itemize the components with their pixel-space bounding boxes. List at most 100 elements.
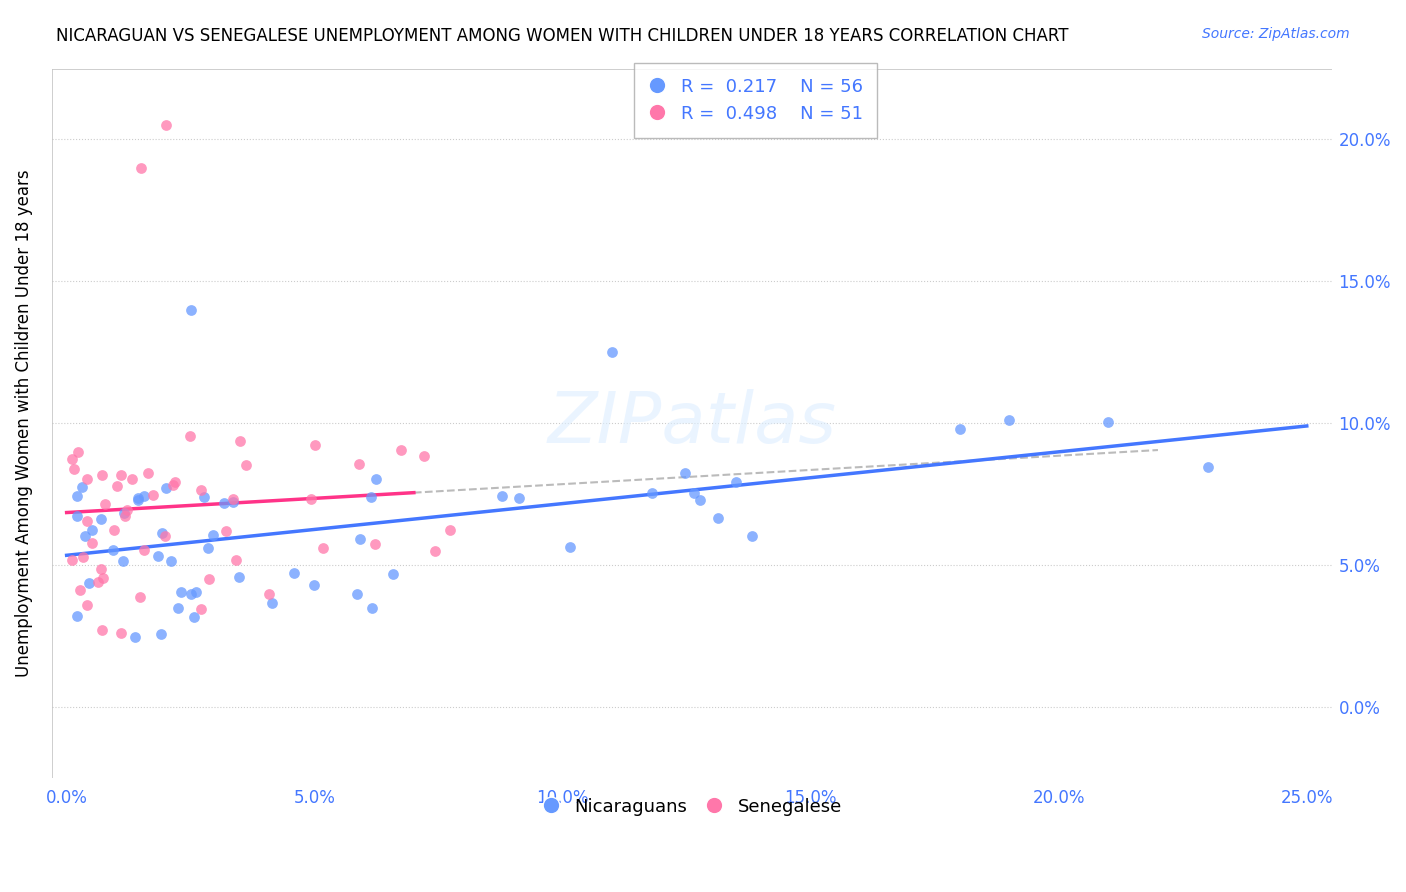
Point	[998, 412, 1021, 426]
Point	[346, 587, 368, 601]
Point	[180, 302, 202, 317]
Point	[222, 494, 245, 508]
Point	[142, 488, 165, 502]
Point	[312, 541, 335, 556]
Point	[80, 523, 103, 537]
Point	[129, 161, 152, 175]
Point	[149, 627, 172, 641]
Point	[80, 535, 103, 549]
Point	[134, 489, 156, 503]
Point	[225, 552, 247, 566]
Point	[155, 529, 177, 543]
Point	[683, 485, 706, 500]
Point	[283, 566, 305, 581]
Point	[170, 585, 193, 599]
Point	[91, 623, 114, 637]
Point	[76, 472, 98, 486]
Point	[76, 598, 98, 612]
Point	[94, 497, 117, 511]
Y-axis label: Unemployment Among Women with Children Under 18 years: Unemployment Among Women with Children U…	[15, 169, 32, 677]
Point	[70, 480, 93, 494]
Point	[115, 502, 138, 516]
Point	[146, 549, 169, 563]
Point	[193, 491, 215, 505]
Point	[948, 422, 970, 436]
Point	[349, 532, 371, 546]
Point	[184, 585, 207, 599]
Point	[190, 483, 212, 497]
Point	[257, 587, 280, 601]
Point	[87, 574, 110, 589]
Point	[221, 492, 243, 507]
Point	[90, 562, 112, 576]
Point	[167, 601, 190, 615]
Point	[689, 493, 711, 508]
Point	[150, 526, 173, 541]
Point	[439, 523, 461, 537]
Point	[197, 541, 219, 555]
Point	[229, 434, 252, 448]
Point	[127, 493, 149, 508]
Point	[235, 458, 257, 473]
Point	[228, 570, 250, 584]
Point	[65, 508, 87, 523]
Point	[641, 485, 664, 500]
Point	[103, 524, 125, 538]
Point	[160, 554, 183, 568]
Point	[190, 602, 212, 616]
Point	[73, 529, 96, 543]
Point	[363, 537, 385, 551]
Point	[600, 345, 623, 359]
Point	[77, 576, 100, 591]
Point	[163, 475, 186, 489]
Point	[508, 491, 530, 506]
Point	[347, 457, 370, 471]
Point	[183, 610, 205, 624]
Point	[76, 514, 98, 528]
Point	[162, 477, 184, 491]
Point	[364, 472, 387, 486]
Point	[132, 542, 155, 557]
Text: Source: ZipAtlas.com: Source: ZipAtlas.com	[1202, 27, 1350, 41]
Point	[69, 582, 91, 597]
Point	[558, 540, 581, 554]
Point	[90, 511, 112, 525]
Point	[114, 506, 136, 520]
Point	[114, 508, 136, 523]
Point	[304, 437, 326, 451]
Point	[180, 587, 202, 601]
Point	[212, 496, 235, 510]
Legend: Nicaraguans, Senegalese: Nicaraguans, Senegalese	[533, 789, 851, 825]
Point	[65, 489, 87, 503]
Point	[62, 461, 84, 475]
Point	[198, 572, 221, 586]
Point	[741, 529, 763, 543]
Point	[65, 609, 87, 624]
Point	[105, 479, 128, 493]
Point	[179, 429, 201, 443]
Point	[707, 511, 730, 525]
Point	[91, 571, 114, 585]
Point	[215, 524, 238, 538]
Point	[1097, 415, 1119, 429]
Point	[491, 489, 513, 503]
Point	[112, 553, 135, 567]
Point	[155, 118, 177, 132]
Point	[60, 451, 83, 466]
Point	[101, 542, 124, 557]
Point	[360, 491, 382, 505]
Point	[412, 449, 434, 463]
Point	[72, 549, 94, 564]
Point	[673, 466, 696, 480]
Point	[389, 443, 412, 458]
Point	[129, 590, 152, 604]
Point	[124, 630, 146, 644]
Text: ZIPatlas: ZIPatlas	[547, 389, 837, 458]
Point	[360, 601, 382, 615]
Point	[155, 481, 177, 495]
Point	[127, 491, 149, 505]
Point	[262, 596, 284, 610]
Point	[381, 566, 404, 581]
Point	[121, 472, 143, 486]
Point	[90, 468, 112, 483]
